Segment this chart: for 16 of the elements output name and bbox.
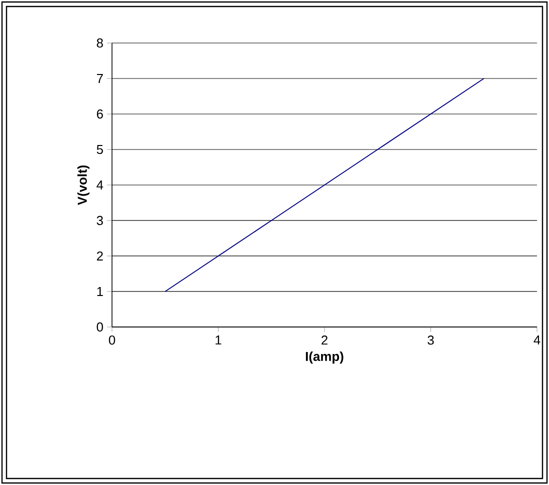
- x-tick-label: 4: [534, 336, 540, 344]
- y-tick-label: 0: [96, 322, 103, 332]
- y-tick-label: 6: [96, 109, 103, 119]
- y-tick-label: 4: [96, 180, 104, 190]
- x-tick-label: 1: [216, 336, 222, 344]
- x-tick-label: 3: [428, 336, 434, 345]
- x-tick-label: 2: [322, 336, 328, 345]
- y-tick-label: 1: [97, 287, 103, 296]
- y-tick-label: 2: [96, 251, 103, 261]
- x-axis-title: I(amp): [306, 352, 344, 364]
- y-tick-label: 8: [96, 38, 103, 48]
- x-tick-label: 0: [108, 336, 116, 345]
- y-tick-label: 7: [96, 74, 103, 83]
- y-tick-label: 5: [96, 144, 103, 154]
- y-tick-label: 3: [96, 216, 103, 226]
- y-axis-title: V(volt): [77, 165, 90, 206]
